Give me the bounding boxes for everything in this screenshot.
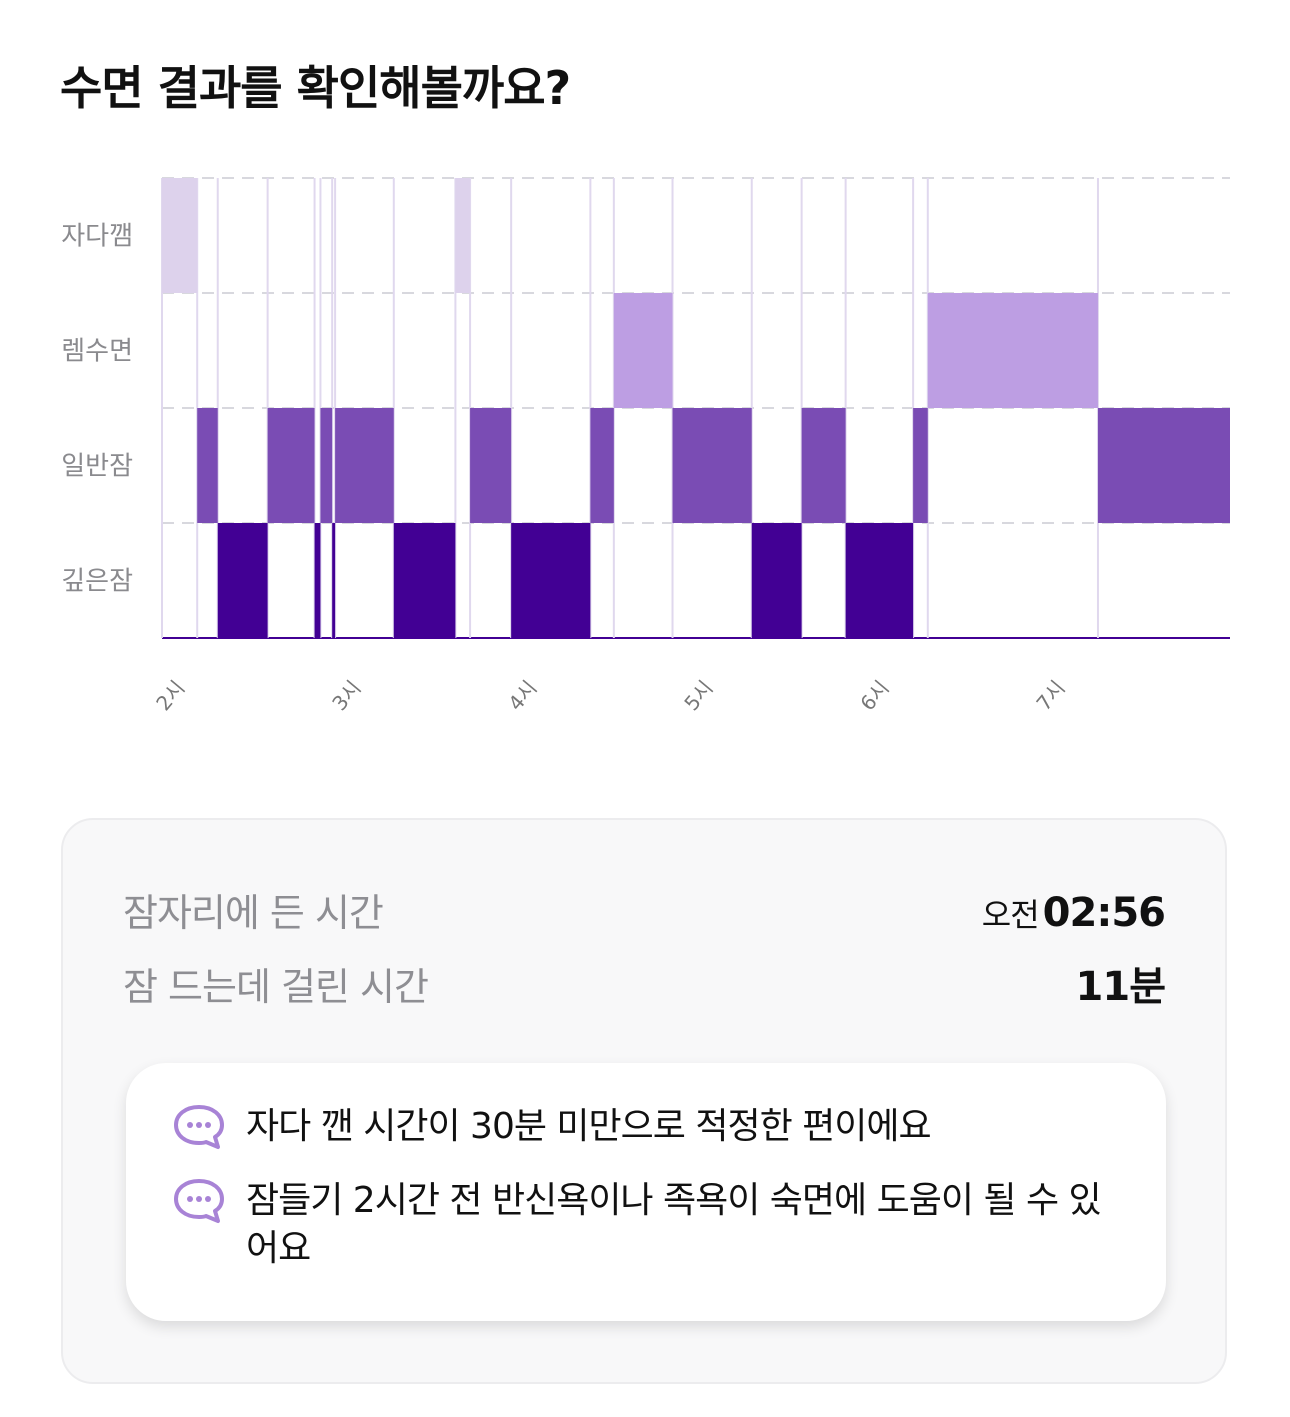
stage-segment bbox=[845, 523, 914, 638]
stage-segment bbox=[393, 523, 456, 638]
x-tick-label: 3시 bbox=[327, 676, 365, 715]
latency-label: 잠 드는데 걸린 시간 bbox=[123, 965, 429, 1009]
x-tick-label: 4시 bbox=[503, 676, 541, 715]
stage-label-3: 깊은잠 bbox=[61, 567, 133, 597]
latency-value: 11분 bbox=[1075, 964, 1166, 1010]
tip-text: 자다 깬 시간이 30분 미만으로 적정한 편이에요 bbox=[246, 1106, 932, 1147]
tips-box: 자다 깬 시간이 30분 미만으로 적정한 편이에요 잠들기 2시간 전 반신욕… bbox=[126, 1063, 1166, 1321]
stage-segment bbox=[613, 293, 673, 408]
x-tick-label: 6시 bbox=[855, 676, 893, 715]
tip-item: 잠들기 2시간 전 반신욕이나 족욕이 숙면에 도움이 될 수 있어요 bbox=[172, 1177, 1126, 1273]
stage-segment bbox=[470, 408, 512, 523]
stage-segment bbox=[314, 523, 321, 638]
stage-segment bbox=[197, 408, 218, 523]
x-tick-label: 2시 bbox=[151, 676, 189, 715]
stage-segment bbox=[751, 523, 802, 638]
bedtime-value-group: 오전 02:56 bbox=[981, 890, 1166, 936]
stage-segment bbox=[332, 523, 336, 638]
chat-bubble-icon bbox=[174, 1105, 224, 1149]
bedtime-row: 잠자리에 든 시간 오전 02:56 bbox=[123, 882, 1166, 937]
x-tick-label: 7시 bbox=[1031, 676, 1069, 715]
stage-segment bbox=[927, 293, 1098, 408]
chat-bubble-icon bbox=[174, 1179, 224, 1223]
stage-label-2: 일반잠 bbox=[61, 452, 133, 482]
stage-segment bbox=[511, 523, 591, 638]
stage-segment bbox=[217, 523, 268, 638]
stage-segment bbox=[913, 408, 928, 523]
stage-label-0: 자다깸 bbox=[61, 222, 133, 252]
bedtime-label: 잠자리에 든 시간 bbox=[123, 891, 384, 935]
stage-segment bbox=[267, 408, 315, 523]
tip-text: 잠들기 2시간 전 반신욕이나 족욕이 숙면에 도움이 될 수 있어요 bbox=[246, 1180, 1102, 1269]
stage-segment bbox=[162, 178, 198, 293]
page-title: 수면 결과를 확인해볼까요? bbox=[60, 61, 571, 115]
stage-segment bbox=[590, 408, 614, 523]
x-axis-ticks: 2시 3시 4시 5시 6시 7시 bbox=[151, 676, 1070, 715]
bedtime-ampm: 오전 bbox=[981, 896, 1040, 934]
latency-row: 잠 드는데 걸린 시간 11분 bbox=[123, 954, 1166, 1012]
stage-segment bbox=[335, 408, 394, 523]
tip-item: 자다 깬 시간이 30분 미만으로 적정한 편이에요 bbox=[172, 1103, 1126, 1151]
x-tick-label: 5시 bbox=[679, 676, 717, 715]
stage-segment bbox=[455, 178, 471, 293]
stage-segments bbox=[162, 178, 1230, 638]
bedtime-value: 02:56 bbox=[1042, 890, 1166, 936]
stage-segment bbox=[801, 408, 846, 523]
stage-segment bbox=[672, 408, 752, 523]
stage-segment bbox=[1097, 408, 1230, 523]
sleep-summary-card: 잠자리에 든 시간 오전 02:56 잠 드는데 걸린 시간 11분 자다 깬 시… bbox=[61, 818, 1227, 1384]
stage-segment bbox=[320, 408, 333, 523]
stage-label-1: 렘수면 bbox=[61, 337, 133, 367]
